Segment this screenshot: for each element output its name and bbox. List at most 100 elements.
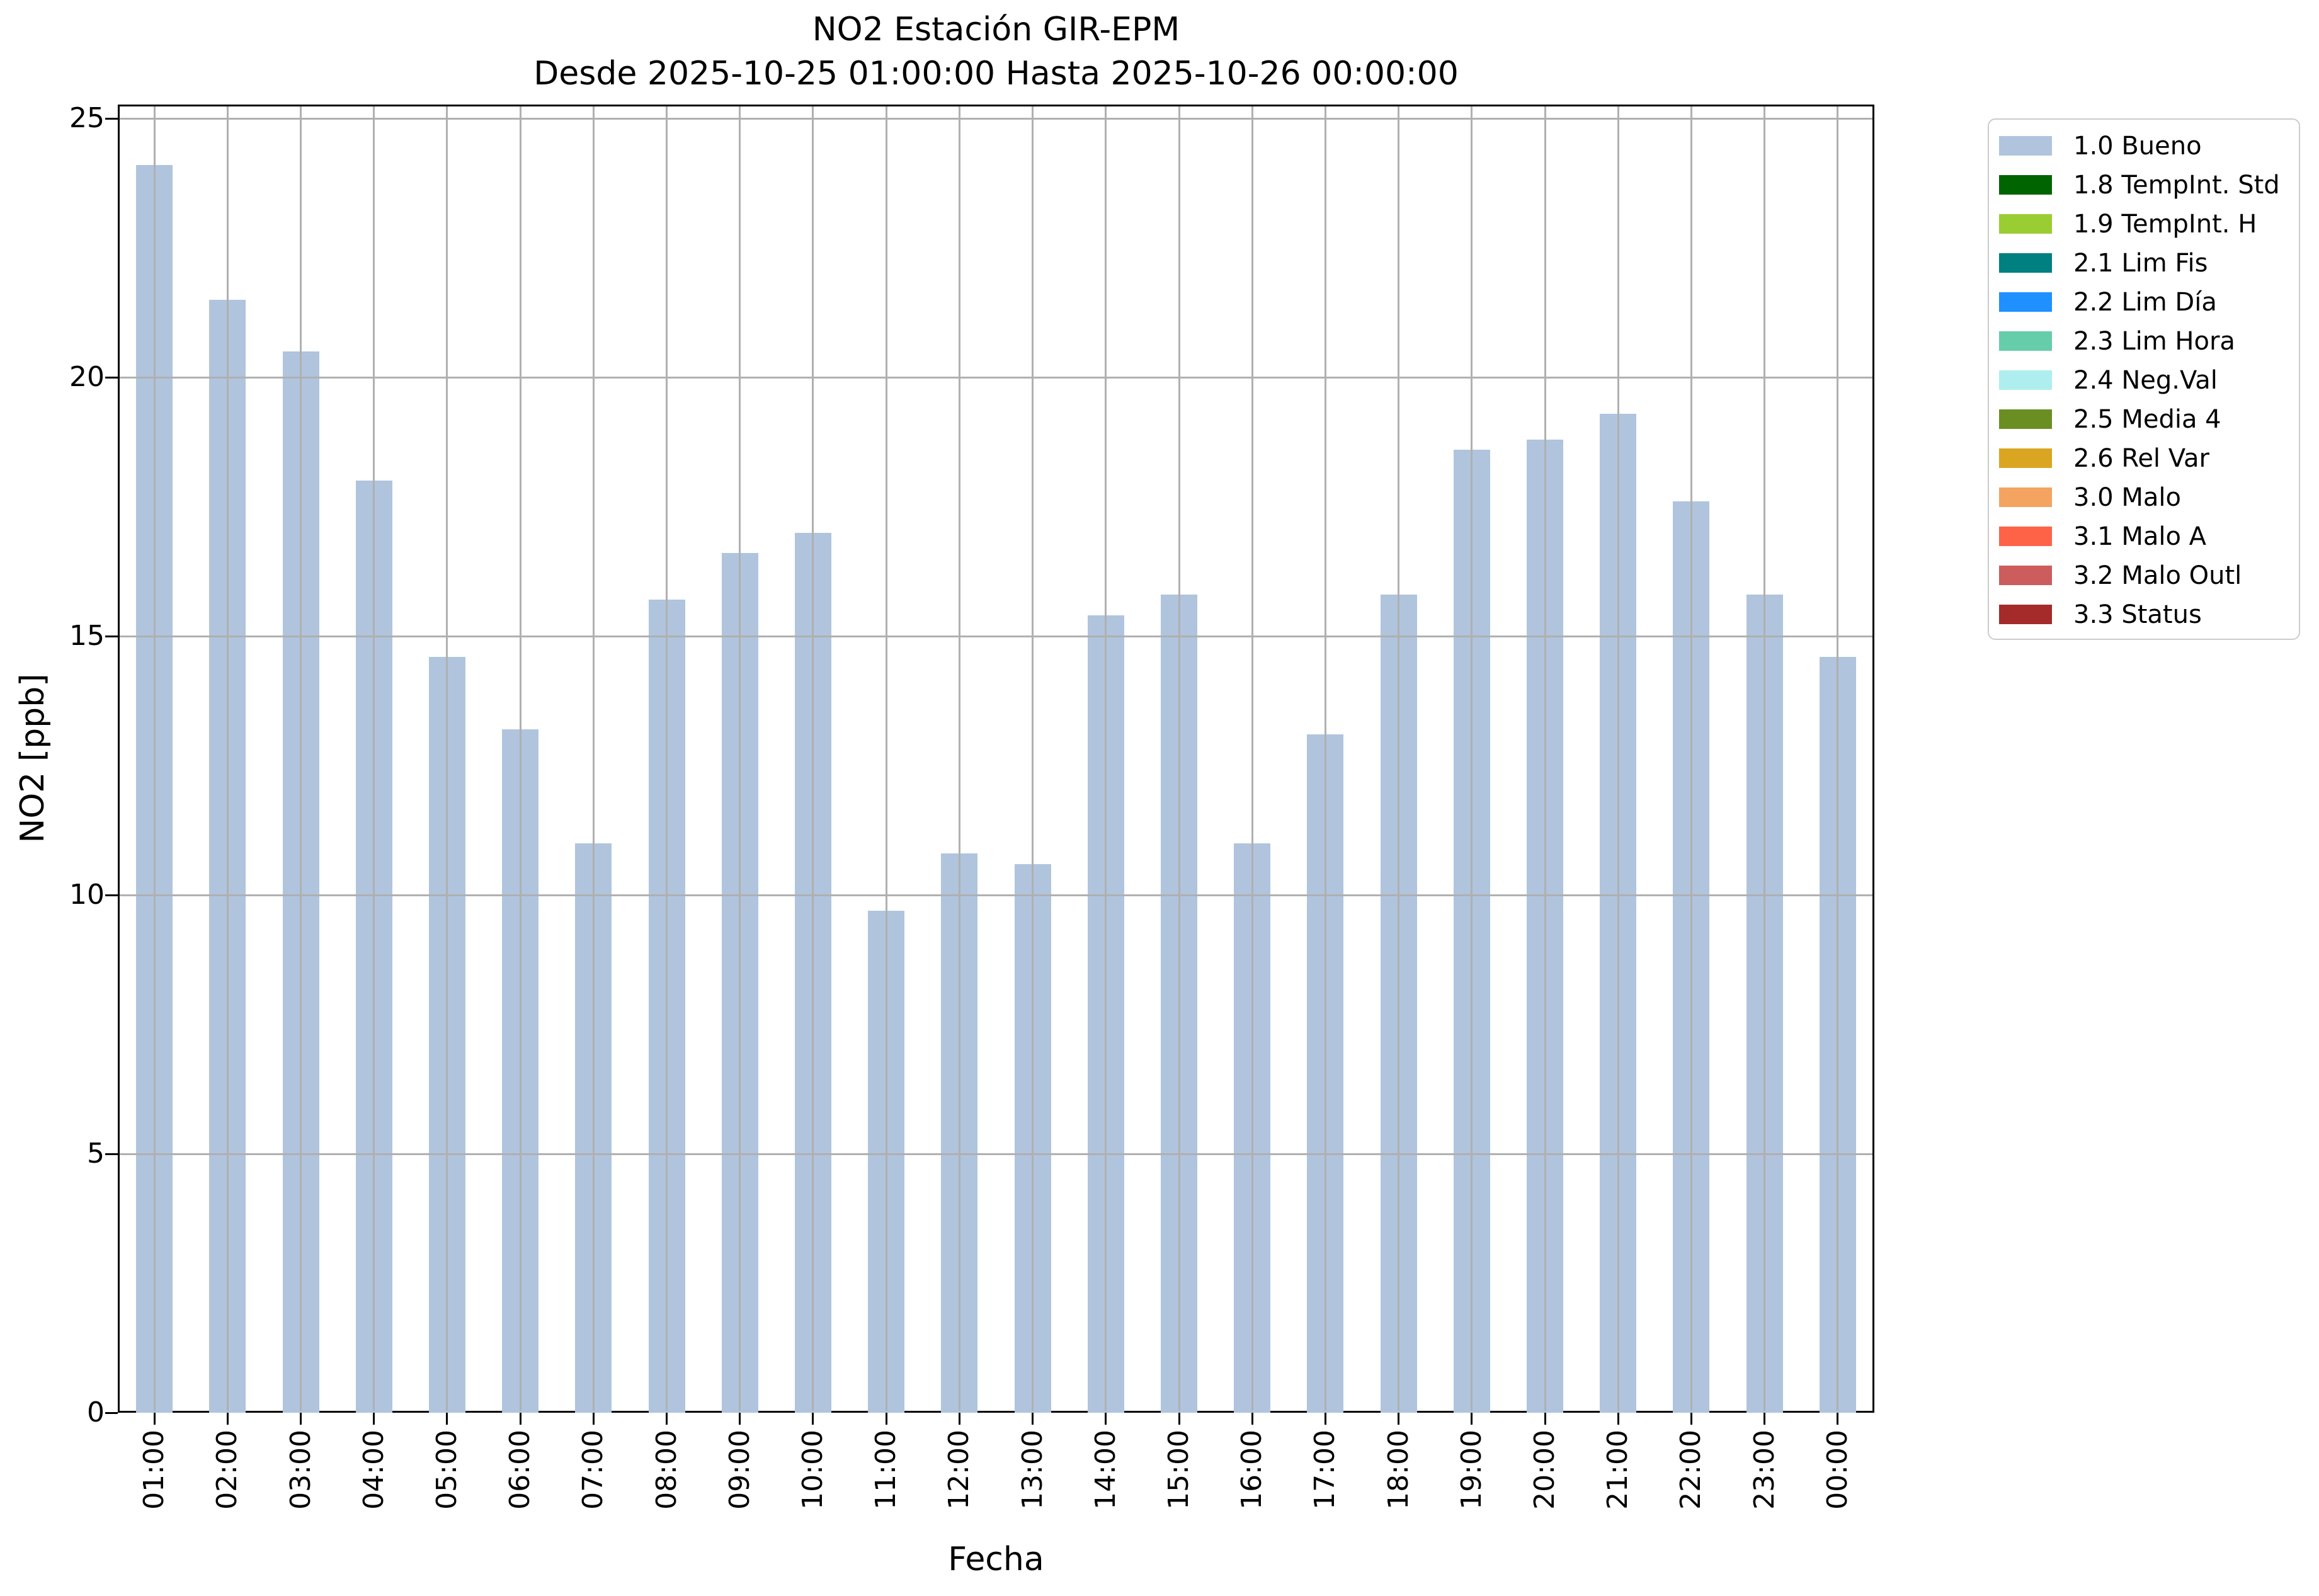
x-tick-label-14:00: 14:00 <box>1089 1430 1122 1510</box>
legend-item: 3.3 Status <box>1989 596 2299 635</box>
x-tick-12:00 <box>958 1413 960 1425</box>
legend-item-label: 3.3 Status <box>2073 600 2202 629</box>
x-tick-04:00 <box>373 1413 375 1425</box>
legend-item: 3.0 Malo <box>1989 479 2299 518</box>
x-tick-label-16:00: 16:00 <box>1236 1430 1268 1510</box>
x-tick-label-03:00: 03:00 <box>284 1430 317 1510</box>
gridline-x-02:00 <box>226 106 229 1411</box>
legend-swatch <box>1999 566 2052 585</box>
gridline-x-12:00 <box>958 106 960 1411</box>
y-tick-label-20: 20 <box>69 361 105 393</box>
legend-item: 2.3 Lim Hora <box>1989 322 2299 362</box>
x-tick-label-10:00: 10:00 <box>796 1430 829 1510</box>
gridline-y-20 <box>120 377 1872 379</box>
gridline-x-04:00 <box>373 106 375 1411</box>
x-tick-07:00 <box>592 1413 595 1425</box>
y-tick-label-5: 5 <box>87 1137 105 1170</box>
y-tick-25 <box>105 117 118 120</box>
x-tick-03:00 <box>300 1413 302 1425</box>
x-tick-label-00:00: 00:00 <box>1821 1430 1854 1510</box>
legend-swatch <box>1999 253 2052 273</box>
gridline-x-00:00 <box>1837 106 1839 1411</box>
legend-item: 2.5 Media 4 <box>1989 401 2299 440</box>
legend-swatch <box>1999 292 2052 312</box>
y-tick-10 <box>105 894 118 896</box>
x-tick-06:00 <box>519 1413 521 1425</box>
x-tick-09:00 <box>739 1413 741 1425</box>
x-tick-10:00 <box>812 1413 814 1425</box>
x-tick-20:00 <box>1544 1413 1546 1425</box>
x-tick-label-09:00: 09:00 <box>723 1430 756 1510</box>
gridline-x-17:00 <box>1324 106 1326 1411</box>
gridline-x-03:00 <box>300 106 302 1411</box>
gridline-y-15 <box>120 636 1872 637</box>
x-tick-08:00 <box>666 1413 668 1425</box>
legend-swatch <box>1999 370 2052 390</box>
x-tick-label-17:00: 17:00 <box>1309 1430 1342 1510</box>
y-tick-15 <box>105 635 118 637</box>
x-tick-label-07:00: 07:00 <box>577 1430 610 1510</box>
y-tick-label-10: 10 <box>69 879 105 911</box>
legend-item-label: 2.1 Lim Fis <box>2073 249 2208 278</box>
x-tick-16:00 <box>1251 1413 1253 1425</box>
x-tick-label-22:00: 22:00 <box>1675 1430 1707 1510</box>
x-tick-01:00 <box>153 1413 156 1425</box>
x-tick-23:00 <box>1763 1413 1766 1425</box>
gridline-y-5 <box>120 1153 1872 1155</box>
y-tick-0 <box>105 1411 118 1414</box>
gridline-x-11:00 <box>885 106 887 1411</box>
legend-item-label: 1.8 TempInt. Std <box>2073 171 2280 200</box>
x-tick-label-18:00: 18:00 <box>1382 1430 1415 1510</box>
x-tick-label-23:00: 23:00 <box>1748 1430 1781 1510</box>
gridline-x-23:00 <box>1763 106 1766 1411</box>
y-tick-label-15: 15 <box>69 620 105 652</box>
gridline-x-15:00 <box>1178 106 1180 1411</box>
legend-swatch <box>1999 331 2052 351</box>
legend-item: 2.4 Neg.Val <box>1989 362 2299 401</box>
x-tick-17:00 <box>1324 1413 1326 1425</box>
legend-item: 3.2 Malo Outl <box>1989 557 2299 596</box>
legend-swatch <box>1999 448 2052 468</box>
gridline-x-20:00 <box>1544 106 1546 1411</box>
legend-swatch <box>1999 487 2052 507</box>
x-tick-11:00 <box>885 1413 887 1425</box>
legend-item-label: 2.2 Lim Día <box>2073 288 2217 317</box>
x-tick-18:00 <box>1398 1413 1400 1425</box>
x-tick-label-01:00: 01:00 <box>138 1430 171 1510</box>
legend-item: 3.1 Malo A <box>1989 518 2299 557</box>
legend-item: 2.6 Rel Var <box>1989 440 2299 479</box>
legend-item-label: 1.9 TempInt. H <box>2073 210 2257 239</box>
x-tick-21:00 <box>1617 1413 1619 1425</box>
legend-swatch <box>1999 409 2052 429</box>
gridline-x-08:00 <box>666 106 668 1411</box>
x-tick-00:00 <box>1837 1413 1839 1425</box>
legend-item-label: 3.2 Malo Outl <box>2073 561 2242 590</box>
legend-swatch <box>1999 175 2052 195</box>
legend-item-label: 2.5 Media 4 <box>2073 405 2221 434</box>
x-tick-19:00 <box>1471 1413 1473 1425</box>
x-tick-label-13:00: 13:00 <box>1016 1430 1049 1510</box>
gridline-x-09:00 <box>739 106 741 1411</box>
legend-item-label: 3.0 Malo <box>2073 483 2181 512</box>
legend: 1.0 Bueno 1.8 TempInt. Std 1.9 TempInt. H 2… <box>1988 118 2300 640</box>
x-tick-15:00 <box>1178 1413 1180 1425</box>
chart-title-block: NO2 Estación GIR-EPM Desde 2025-10-25 01… <box>118 8 1874 96</box>
gridline-x-10:00 <box>812 106 814 1411</box>
y-tick-5 <box>105 1153 118 1155</box>
gridline-y-10 <box>120 894 1872 896</box>
x-tick-label-05:00: 05:00 <box>430 1430 463 1510</box>
x-tick-label-06:00: 06:00 <box>504 1430 537 1510</box>
legend-item-label: 2.3 Lim Hora <box>2073 327 2235 356</box>
gridline-x-07:00 <box>592 106 595 1411</box>
y-tick-label-25: 25 <box>69 102 105 134</box>
gridline-x-01:00 <box>153 106 156 1411</box>
legend-item: 1.0 Bueno <box>1989 127 2299 166</box>
y-axis-label: NO2 [ppb] <box>14 673 52 843</box>
gridline-x-13:00 <box>1032 106 1034 1411</box>
gridline-y-25 <box>120 118 1872 120</box>
x-tick-label-04:00: 04:00 <box>357 1430 390 1510</box>
legend-item: 2.1 Lim Fis <box>1989 244 2299 283</box>
gridline-x-16:00 <box>1251 106 1253 1411</box>
gridline-x-18:00 <box>1398 106 1400 1411</box>
